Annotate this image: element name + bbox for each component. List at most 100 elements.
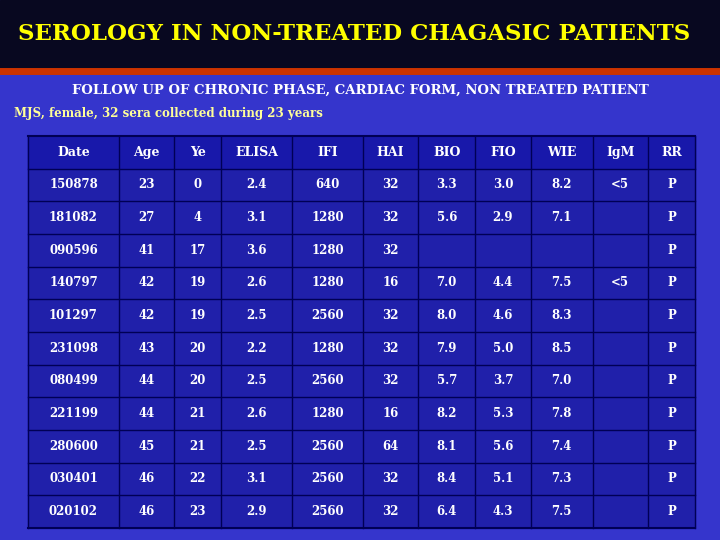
Text: 5.0: 5.0 [492, 342, 513, 355]
Text: RR: RR [661, 146, 682, 159]
Text: 64: 64 [382, 440, 399, 453]
Text: 2.5: 2.5 [246, 440, 267, 453]
Text: 8.1: 8.1 [436, 440, 457, 453]
Text: 090596: 090596 [49, 244, 98, 257]
Text: 23: 23 [138, 179, 155, 192]
Text: 5.1: 5.1 [492, 472, 513, 485]
Text: 2.9: 2.9 [492, 211, 513, 224]
Text: 7.4: 7.4 [552, 440, 572, 453]
Text: 46: 46 [138, 472, 155, 485]
Text: 2560: 2560 [311, 375, 343, 388]
Text: FOLLOW UP OF CHRONIC PHASE, CARDIAC FORM, NON TREATED PATIENT: FOLLOW UP OF CHRONIC PHASE, CARDIAC FORM… [71, 84, 649, 97]
Text: P: P [667, 309, 676, 322]
Text: IgM: IgM [606, 146, 634, 159]
Text: 1280: 1280 [311, 211, 343, 224]
Text: 7.1: 7.1 [552, 211, 572, 224]
Text: 41: 41 [138, 244, 155, 257]
Text: 2.9: 2.9 [246, 505, 267, 518]
Text: 231098: 231098 [49, 342, 98, 355]
Text: 101297: 101297 [49, 309, 98, 322]
Text: 20: 20 [189, 375, 206, 388]
Text: 140797: 140797 [49, 276, 98, 289]
Text: 4.3: 4.3 [492, 505, 513, 518]
Text: 32: 32 [382, 244, 399, 257]
Bar [0, 0, 720, 68]
Text: 2560: 2560 [311, 440, 343, 453]
Text: 16: 16 [382, 276, 399, 289]
Text: 4.6: 4.6 [492, 309, 513, 322]
Text: 46: 46 [138, 505, 155, 518]
Text: 4: 4 [194, 211, 202, 224]
Text: 2560: 2560 [311, 309, 343, 322]
Text: MJS, female, 32 sera collected during 23 years: MJS, female, 32 sera collected during 23… [14, 107, 323, 120]
Text: <5: <5 [611, 179, 629, 192]
Text: 1280: 1280 [311, 276, 343, 289]
Text: P: P [667, 276, 676, 289]
Text: 43: 43 [138, 342, 155, 355]
Text: 17: 17 [189, 244, 206, 257]
Text: 2560: 2560 [311, 472, 343, 485]
Text: 8.2: 8.2 [436, 407, 457, 420]
Text: 2.6: 2.6 [246, 276, 267, 289]
Text: 2.6: 2.6 [246, 407, 267, 420]
Text: 020102: 020102 [49, 505, 98, 518]
Text: 7.0: 7.0 [436, 276, 457, 289]
Text: 7.5: 7.5 [552, 276, 572, 289]
Text: 32: 32 [382, 505, 399, 518]
Text: 181082: 181082 [49, 211, 98, 224]
Text: P: P [667, 179, 676, 192]
Text: 3.3: 3.3 [436, 179, 457, 192]
Text: 5.6: 5.6 [436, 211, 457, 224]
Text: 2560: 2560 [311, 505, 343, 518]
Text: 5.3: 5.3 [492, 407, 513, 420]
Text: P: P [667, 472, 676, 485]
Text: 32: 32 [382, 179, 399, 192]
Text: 2.4: 2.4 [246, 179, 267, 192]
Text: 27: 27 [138, 211, 155, 224]
Text: 8.3: 8.3 [552, 309, 572, 322]
Text: ELISA: ELISA [235, 146, 278, 159]
Text: 280600: 280600 [49, 440, 98, 453]
Text: Date: Date [57, 146, 90, 159]
Text: 8.0: 8.0 [436, 309, 457, 322]
Text: 32: 32 [382, 375, 399, 388]
Text: 19: 19 [189, 276, 206, 289]
Text: 44: 44 [138, 407, 155, 420]
Text: P: P [667, 407, 676, 420]
Text: P: P [667, 375, 676, 388]
Text: 21: 21 [189, 440, 206, 453]
Text: 5.7: 5.7 [436, 375, 457, 388]
Text: 8.2: 8.2 [552, 179, 572, 192]
Text: 6.4: 6.4 [436, 505, 457, 518]
Text: BIO: BIO [433, 146, 460, 159]
Text: 7.0: 7.0 [552, 375, 572, 388]
Text: 7.9: 7.9 [436, 342, 457, 355]
Text: 4.4: 4.4 [492, 276, 513, 289]
Text: 44: 44 [138, 375, 155, 388]
Text: 2.5: 2.5 [246, 375, 267, 388]
Text: <5: <5 [611, 276, 629, 289]
Text: 5.6: 5.6 [492, 440, 513, 453]
Text: 32: 32 [382, 309, 399, 322]
Text: 21: 21 [189, 407, 206, 420]
Text: HAI: HAI [377, 146, 404, 159]
Text: 3.7: 3.7 [492, 375, 513, 388]
Text: 1280: 1280 [311, 342, 343, 355]
Text: P: P [667, 440, 676, 453]
Text: 42: 42 [138, 276, 155, 289]
Text: 23: 23 [189, 505, 206, 518]
Text: 150878: 150878 [49, 179, 98, 192]
Text: SEROLOGY IN NON-TREATED CHAGASIC PATIENTS: SEROLOGY IN NON-TREATED CHAGASIC PATIENT… [18, 23, 690, 45]
Bar [28, 136, 695, 168]
Text: P: P [667, 211, 676, 224]
Text: 32: 32 [382, 211, 399, 224]
Text: 32: 32 [382, 342, 399, 355]
Text: P: P [667, 342, 676, 355]
Text: Age: Age [133, 146, 160, 159]
Text: 0: 0 [194, 179, 202, 192]
Text: 221199: 221199 [49, 407, 98, 420]
Text: 19: 19 [189, 309, 206, 322]
Text: 8.5: 8.5 [552, 342, 572, 355]
Text: 3.1: 3.1 [246, 211, 267, 224]
Text: 3.6: 3.6 [246, 244, 267, 257]
